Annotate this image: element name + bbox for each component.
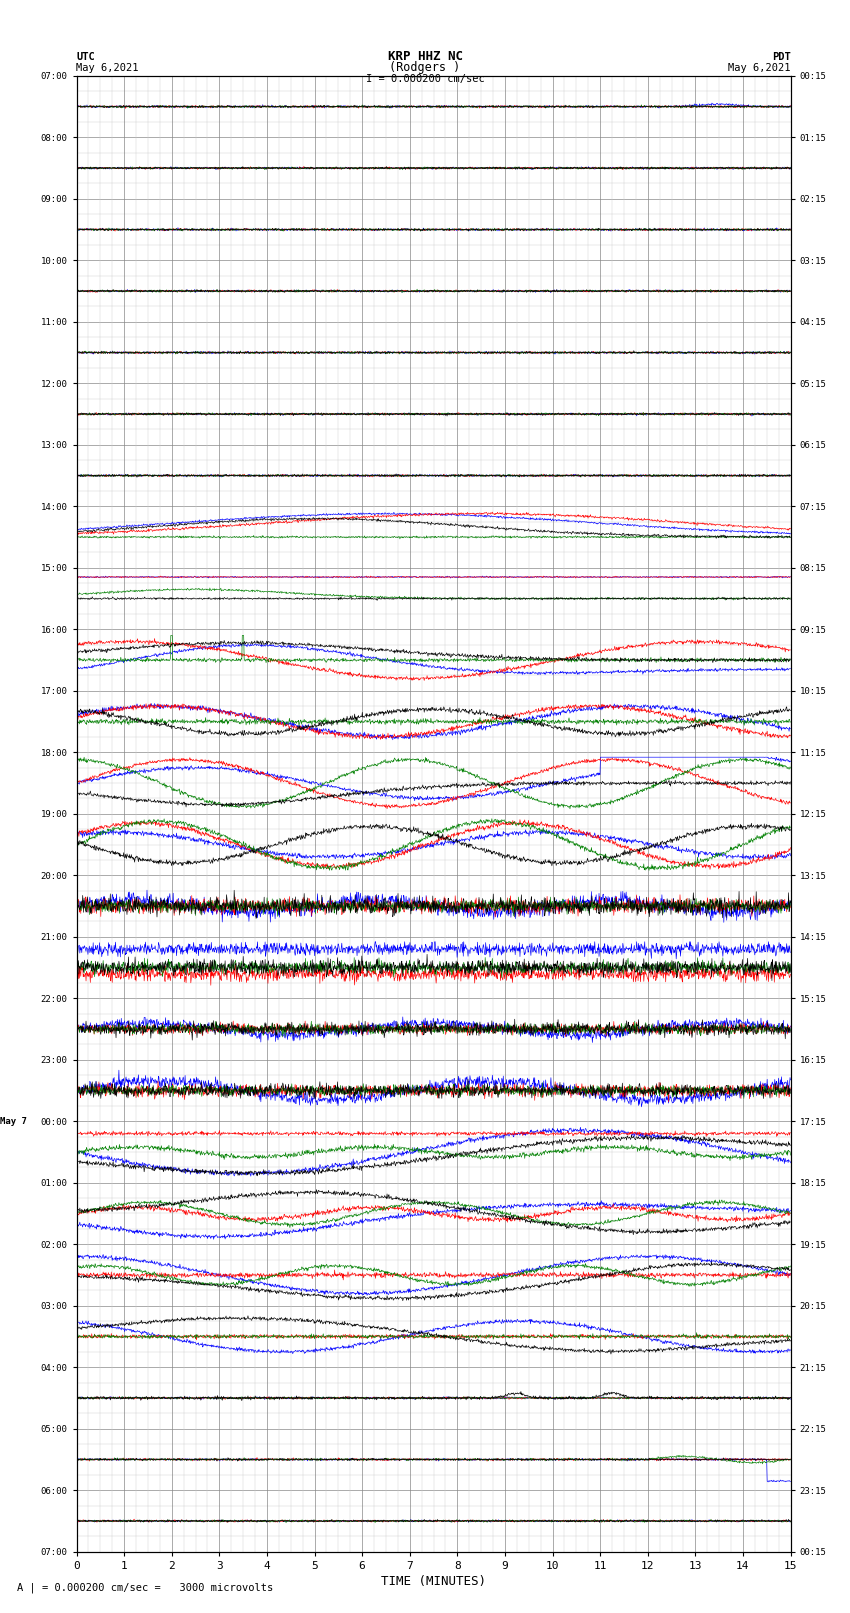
Text: May 7: May 7 [0, 1116, 26, 1126]
Text: UTC: UTC [76, 52, 95, 61]
Text: May 6,2021: May 6,2021 [728, 63, 791, 73]
Text: (Rodgers ): (Rodgers ) [389, 61, 461, 74]
Text: May 6,2021: May 6,2021 [76, 63, 139, 73]
Text: A | = 0.000200 cm/sec =   3000 microvolts: A | = 0.000200 cm/sec = 3000 microvolts [17, 1582, 273, 1594]
Text: I = 0.000200 cm/sec: I = 0.000200 cm/sec [366, 74, 484, 84]
Text: KRP HHZ NC: KRP HHZ NC [388, 50, 462, 63]
Text: PDT: PDT [772, 52, 791, 61]
X-axis label: TIME (MINUTES): TIME (MINUTES) [381, 1574, 486, 1587]
